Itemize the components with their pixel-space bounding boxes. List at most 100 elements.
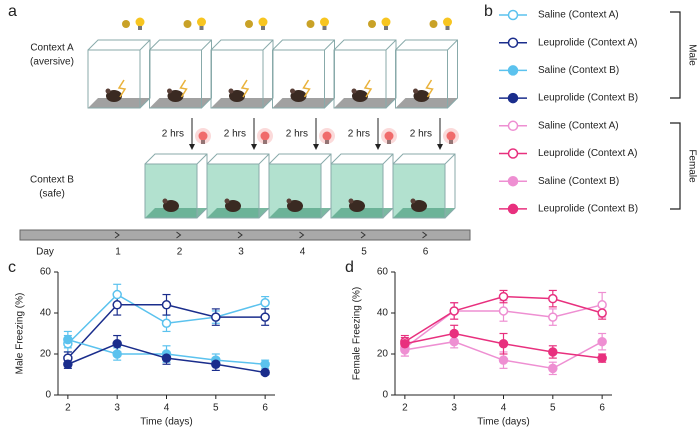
legend-marker (507, 37, 519, 48)
panel-label: d (345, 259, 354, 276)
mouse (413, 90, 430, 102)
interval-label: 2 hrs (286, 129, 308, 140)
context-name: Context B (30, 175, 74, 186)
bulb (381, 17, 391, 27)
mouse-ear (167, 88, 172, 94)
bulb-base (201, 140, 205, 144)
panel-label: b (484, 3, 493, 20)
chamber-floor (331, 208, 393, 218)
y-tick-label: 60 (40, 267, 52, 278)
context-name: Context A (30, 43, 74, 54)
arrow-head (375, 144, 381, 150)
chamber (210, 39, 274, 109)
shock (179, 79, 188, 98)
legend-entry: Leuprolide (Context B) (538, 204, 638, 215)
mouse-ear (348, 198, 354, 204)
legend-group: Female (686, 149, 697, 183)
y-axis-title: Female Freezing (%) (352, 287, 363, 380)
chamber (330, 153, 394, 219)
chamber-front (87, 49, 141, 109)
legend-entry: Saline (Context B) (538, 176, 619, 187)
chamber-front (206, 163, 260, 219)
legend-entry: Saline (Context A) (538, 10, 619, 21)
bulb (258, 17, 268, 27)
mouse (352, 90, 368, 102)
mouse (167, 90, 184, 102)
legend-marker (507, 9, 519, 21)
mouse-ear (290, 88, 295, 94)
y-axis-title: Male Freezing (%) (15, 293, 26, 375)
chamber (206, 153, 270, 219)
bulb-glow (381, 128, 397, 144)
bulb (384, 131, 394, 141)
marker (498, 306, 509, 316)
chamber-front (210, 49, 264, 109)
marker (597, 353, 607, 363)
bulb-glow (195, 128, 211, 144)
panel-label: a (8, 3, 17, 20)
marker (161, 353, 172, 363)
marker (112, 339, 122, 349)
context-note: (aversive) (30, 57, 74, 68)
bulb-base (325, 140, 329, 144)
timeline-chevron (299, 231, 305, 239)
mouse (349, 200, 365, 212)
chamber (395, 39, 458, 109)
interval-label: 2 hrs (348, 129, 370, 140)
chamber (268, 153, 332, 219)
chamber-edge (258, 153, 270, 165)
legend-marker (507, 120, 519, 132)
legend-entry: Leuprolide (Context A) (538, 37, 638, 48)
bulb-base (138, 26, 142, 30)
legend-entry: Saline (Context A) (538, 120, 619, 131)
x-tick-label: 6 (599, 403, 605, 414)
marker (112, 300, 122, 310)
legend-entry: Leuprolide (Context B) (538, 93, 638, 104)
bulb-base (387, 140, 391, 144)
y-tick-label: 0 (45, 390, 51, 401)
chamber-floor (145, 208, 207, 218)
shock (240, 79, 250, 98)
marker (63, 334, 73, 345)
chamber-floor (393, 208, 455, 218)
shock (363, 79, 373, 98)
chamber (272, 39, 335, 109)
chamber-edge (139, 39, 151, 51)
shock (425, 79, 434, 98)
mouse (290, 90, 307, 102)
bulb-base (199, 26, 204, 30)
chamber-front (272, 49, 325, 109)
chamber-front (392, 163, 446, 219)
bulb-base (445, 26, 450, 30)
chamber (87, 39, 151, 109)
chamber-floor (334, 98, 396, 108)
chamber (392, 153, 456, 219)
legend-bracket (670, 11, 681, 99)
chamber-floor (149, 98, 212, 108)
bulb (446, 131, 456, 141)
chamber-edge (324, 39, 335, 51)
mouse-ear (224, 198, 230, 204)
arrow-head (437, 144, 443, 150)
x-tick-label: 3 (451, 403, 457, 414)
legend-marker (507, 175, 519, 187)
marker (548, 347, 558, 357)
interval-label: 2 hrs (162, 129, 184, 140)
bulb-base (263, 140, 267, 144)
timeline-chevron (176, 231, 182, 239)
chamber (333, 39, 397, 109)
legend-marker (507, 92, 519, 104)
chamber-front (268, 163, 322, 219)
timeline-chevron (360, 231, 366, 239)
y-tick-label: 20 (377, 349, 389, 360)
interval-label: 2 hrs (410, 129, 432, 140)
x-tick-label: 2 (65, 403, 71, 414)
bulb (322, 131, 332, 141)
day-label: 6 (423, 247, 429, 258)
chamber-front (144, 163, 198, 219)
bulb-glow (443, 128, 459, 144)
timeline-bar (19, 229, 471, 241)
bulb-base (322, 26, 327, 30)
marker (63, 359, 73, 369)
x-axis-title: Time (days) (140, 417, 192, 428)
